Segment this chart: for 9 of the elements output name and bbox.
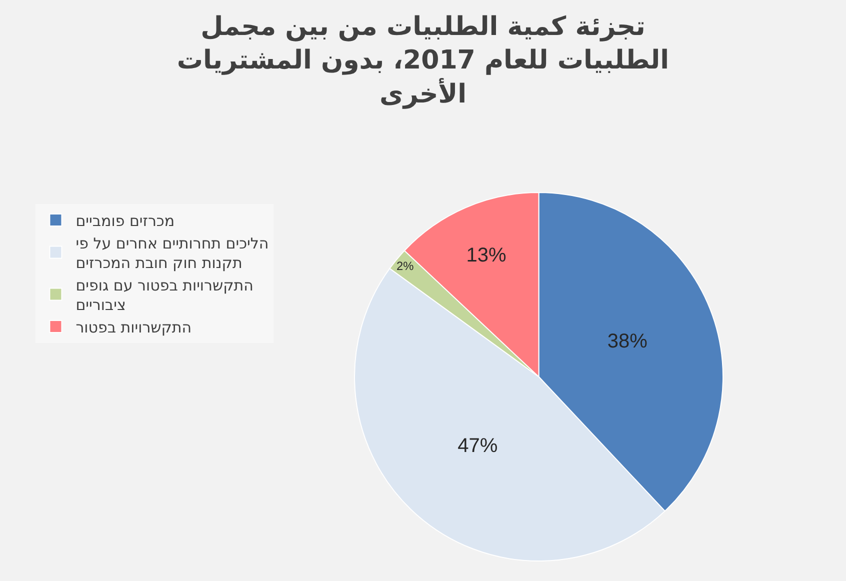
data-label: 47% [458, 435, 498, 458]
legend-label: התקשרויות בפטור [76, 318, 192, 336]
data-label: 2% [396, 258, 414, 273]
legend-label: הליכים תחרותיים אחרים על פי תקנות חוק חובת המכרזים [76, 234, 269, 272]
data-label: 13% [466, 244, 507, 267]
legend-label: מכרזים פומביים [76, 212, 175, 230]
legend-label: התקשרויות בפטור עם גופים ציבוריים [76, 276, 254, 314]
data-label: 38% [607, 330, 648, 353]
chart-title: تجزئة كمية الطلبيات من بين مجمل الطلبيات للعام 2017، بدون المشتريات الأخرى [176, 12, 670, 110]
